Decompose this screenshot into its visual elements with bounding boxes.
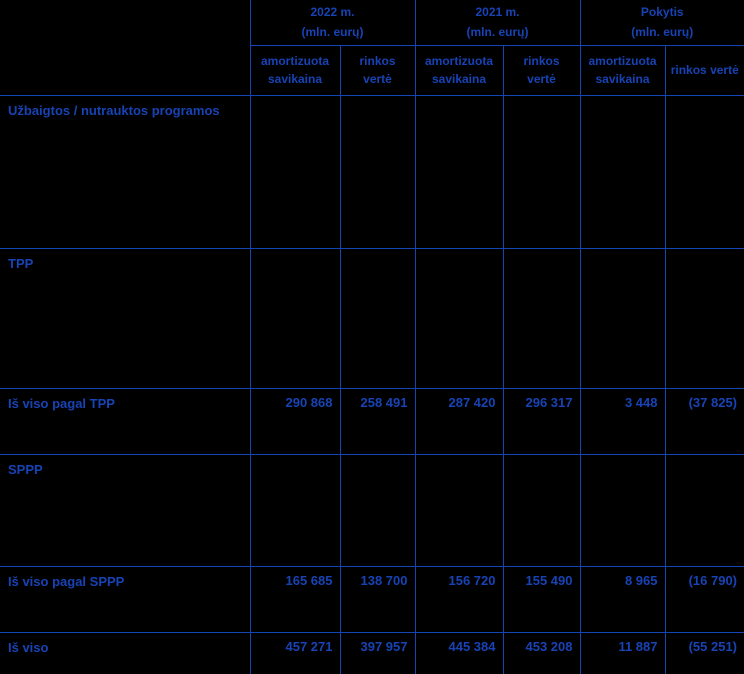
cell-value — [503, 249, 580, 389]
group-header-2022: 2022 m. (mln. eurų) — [250, 0, 415, 46]
row-label: Iš viso pagal TPP — [0, 389, 250, 455]
row-label: TPP — [0, 249, 250, 389]
group-title: 2021 m. — [416, 3, 580, 22]
group-subtitle: (mln. eurų) — [251, 23, 415, 42]
cell-value: 165 685 — [250, 567, 340, 633]
cell-value: 138 700 — [340, 567, 415, 633]
cell-value — [580, 249, 665, 389]
table-row-tpp: TPP — [0, 249, 744, 389]
cell-value: (55 251) — [665, 633, 744, 674]
cell-value — [665, 249, 744, 389]
subheader-market-2021: rinkos vertė — [503, 46, 580, 96]
table-row-grand-total: Iš viso 457 271 397 957 445 384 453 208 … — [0, 633, 744, 674]
table-row-sppp: SPPP — [0, 455, 744, 567]
cell-value — [580, 455, 665, 567]
cell-value: 258 491 — [340, 389, 415, 455]
cell-value — [340, 96, 415, 249]
cell-value: 457 271 — [250, 633, 340, 674]
group-subtitle: (mln. eurų) — [416, 23, 580, 42]
cell-value — [250, 249, 340, 389]
cell-value — [340, 249, 415, 389]
table-row-programs: Užbaigtos / nutrauktos programos — [0, 96, 744, 249]
cell-value: 397 957 — [340, 633, 415, 674]
corner-cell — [0, 0, 250, 96]
table-row-total-tpp: Iš viso pagal TPP 290 868 258 491 287 42… — [0, 389, 744, 455]
header-group-row: 2022 m. (mln. eurų) 2021 m. (mln. eurų) … — [0, 0, 744, 46]
subheader-amortized-2022: amortizuota savikaina — [250, 46, 340, 96]
row-label: SPPP — [0, 455, 250, 567]
subheader-amortized-change: amortizuota savikaina — [580, 46, 665, 96]
cell-value: 290 868 — [250, 389, 340, 455]
subheader-market-change: rinkos vertė — [665, 46, 744, 96]
cell-value — [665, 96, 744, 249]
cell-value — [665, 455, 744, 567]
group-title: Pokytis — [581, 3, 744, 22]
cell-value — [503, 455, 580, 567]
cell-value: 156 720 — [415, 567, 503, 633]
cell-value — [415, 249, 503, 389]
cell-value — [503, 96, 580, 249]
cell-value: 11 887 — [580, 633, 665, 674]
subheader-market-2022: rinkos vertė — [340, 46, 415, 96]
cell-value — [580, 96, 665, 249]
cell-value: (37 825) — [665, 389, 744, 455]
cell-value: (16 790) — [665, 567, 744, 633]
cell-value: 3 448 — [580, 389, 665, 455]
cell-value: 453 208 — [503, 633, 580, 674]
cell-value — [250, 455, 340, 567]
cell-value — [415, 96, 503, 249]
cell-value: 287 420 — [415, 389, 503, 455]
subheader-amortized-2021: amortizuota savikaina — [415, 46, 503, 96]
cell-value — [340, 455, 415, 567]
cell-value: 445 384 — [415, 633, 503, 674]
table-row-total-sppp: Iš viso pagal SPPP 165 685 138 700 156 7… — [0, 567, 744, 633]
cell-value: 296 317 — [503, 389, 580, 455]
row-label: Iš viso pagal SPPP — [0, 567, 250, 633]
row-label: Iš viso — [0, 633, 250, 674]
group-header-pokytis: Pokytis (mln. eurų) — [580, 0, 744, 46]
row-label: Užbaigtos / nutrauktos programos — [0, 96, 250, 249]
cell-value: 155 490 — [503, 567, 580, 633]
group-subtitle: (mln. eurų) — [581, 23, 744, 42]
group-header-2021: 2021 m. (mln. eurų) — [415, 0, 580, 46]
group-title: 2022 m. — [251, 3, 415, 22]
cell-value — [250, 96, 340, 249]
cell-value — [415, 455, 503, 567]
cell-value: 8 965 — [580, 567, 665, 633]
